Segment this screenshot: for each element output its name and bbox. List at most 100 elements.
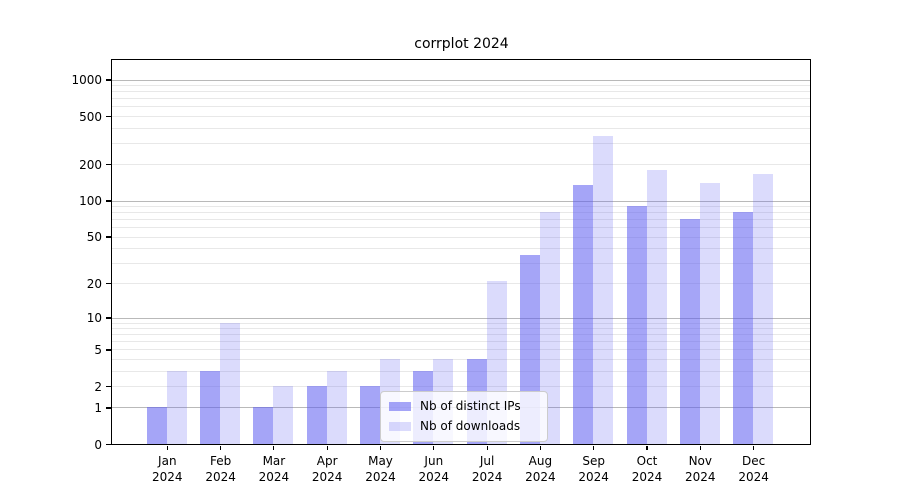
y-tick-mark [106, 200, 111, 202]
x-tick-year: 2024 [631, 470, 663, 484]
x-tick-mark [646, 446, 648, 450]
minor-gridline [112, 349, 810, 351]
bar-distinct-ips-nov [679, 219, 700, 444]
minor-gridline [112, 283, 810, 285]
x-tick-year: 2024 [525, 470, 556, 484]
bar-downloads-nov [699, 182, 720, 444]
y-tick-mark [106, 164, 111, 166]
minor-gridline [112, 164, 810, 166]
bar-distinct-ips-may [360, 386, 380, 444]
x-tick-label: Apr 2024 [297, 453, 357, 485]
x-tick-month: Mar [262, 454, 286, 468]
legend-item-distinct-ips: Nb of distinct IPs [389, 396, 539, 416]
x-tick-mark [166, 446, 168, 450]
y-tick-mark [106, 443, 111, 446]
minor-gridline [112, 85, 810, 87]
x-tick-month: Jun [424, 454, 444, 468]
y-tick-mark [106, 407, 111, 409]
y-tick-label: 20 [86, 276, 102, 291]
bar-distinct-ips-mar [253, 407, 274, 444]
y-tick-mark [106, 115, 111, 118]
x-tick-year: 2024 [418, 470, 450, 484]
bar-downloads-feb [220, 322, 241, 444]
x-tick-label: Mar 2024 [244, 453, 304, 485]
y-tick-mark [106, 349, 111, 351]
minor-gridline [112, 91, 810, 93]
x-tick-month: Apr [316, 454, 338, 468]
y-tick-label: 0 [94, 437, 102, 452]
legend-swatch-downloads [389, 421, 411, 431]
bar-distinct-ips-apr [306, 386, 327, 444]
plot-area: Nb of distinct IPs Nb of downloads [111, 59, 811, 445]
bar-downloads-sep [593, 136, 614, 444]
minor-gridline [112, 98, 810, 100]
minor-gridline [112, 341, 810, 343]
minor-gridline [112, 219, 810, 221]
x-tick-label: Nov 2024 [670, 453, 730, 485]
x-tick-month: Jul [479, 454, 495, 468]
x-tick-mark [753, 446, 755, 450]
bar-downloads-mar [273, 386, 294, 444]
bar-downloads-aug [539, 212, 560, 444]
minor-gridline [112, 262, 810, 264]
x-tick-year: 2024 [205, 470, 236, 484]
x-tick-mark [220, 446, 222, 450]
minor-gridline [112, 370, 810, 372]
y-tick-mark [106, 317, 111, 319]
x-tick-label: Jun 2024 [404, 453, 464, 485]
major-gridline [112, 200, 810, 202]
x-tick-mark [486, 446, 488, 450]
bar-distinct-ips-jan [146, 407, 167, 444]
y-tick-mark [106, 385, 111, 388]
x-tick-mark [539, 446, 541, 450]
y-tick-label: 200 [79, 157, 102, 172]
x-tick-month: Feb [209, 454, 232, 468]
x-tick-year: 2024 [152, 470, 183, 484]
x-tick-mark [699, 446, 701, 450]
minor-gridline [112, 206, 810, 208]
x-tick-month: Nov [688, 454, 712, 468]
bar-distinct-ips-feb [200, 370, 221, 444]
minor-gridline [112, 127, 810, 129]
x-tick-year: 2024 [578, 470, 609, 484]
minor-gridline [112, 142, 810, 144]
minor-gridline [112, 248, 810, 250]
x-tick-year: 2024 [365, 470, 396, 484]
minor-gridline [112, 334, 810, 336]
chart-title: corrplot 2024 [414, 36, 509, 52]
y-tick-label: 50 [86, 230, 102, 245]
x-tick-year: 2024 [471, 470, 503, 484]
minor-gridline [112, 386, 810, 388]
major-gridline [112, 79, 810, 81]
legend-swatch-distinct-ips [389, 401, 411, 411]
x-tick-year: 2024 [738, 470, 769, 484]
y-tick-mark [106, 283, 111, 285]
x-tick-month: May [368, 454, 393, 468]
minor-gridline [112, 328, 810, 330]
y-tick-mark [106, 236, 111, 238]
y-tick-label: 500 [79, 109, 102, 124]
y-tick-label: 10 [86, 311, 102, 325]
x-tick-month: Dec [741, 454, 766, 468]
bar-distinct-ips-oct [626, 206, 647, 444]
major-gridline [112, 317, 810, 319]
x-tick-label: May 2024 [351, 453, 411, 485]
bar-downloads-jan [166, 370, 187, 444]
x-tick-mark [433, 446, 435, 450]
y-tick-label: 2 [94, 379, 102, 394]
bar-downloads-dec [753, 174, 774, 444]
minor-gridline [112, 236, 810, 238]
bar-downloads-apr [326, 370, 347, 444]
legend: Nb of distinct IPs Nb of downloads [380, 391, 548, 442]
x-tick-label: Feb 2024 [191, 453, 251, 485]
bar-distinct-ips-dec [733, 212, 754, 444]
x-tick-mark [273, 446, 275, 450]
minor-gridline [112, 227, 810, 229]
x-tick-year: 2024 [685, 470, 716, 484]
x-tick-year: 2024 [258, 470, 290, 484]
x-tick-label: Oct 2024 [617, 453, 677, 485]
x-tick-month: Oct [636, 454, 658, 468]
minor-gridline [112, 116, 810, 118]
bar-distinct-ips-sep [573, 184, 594, 444]
